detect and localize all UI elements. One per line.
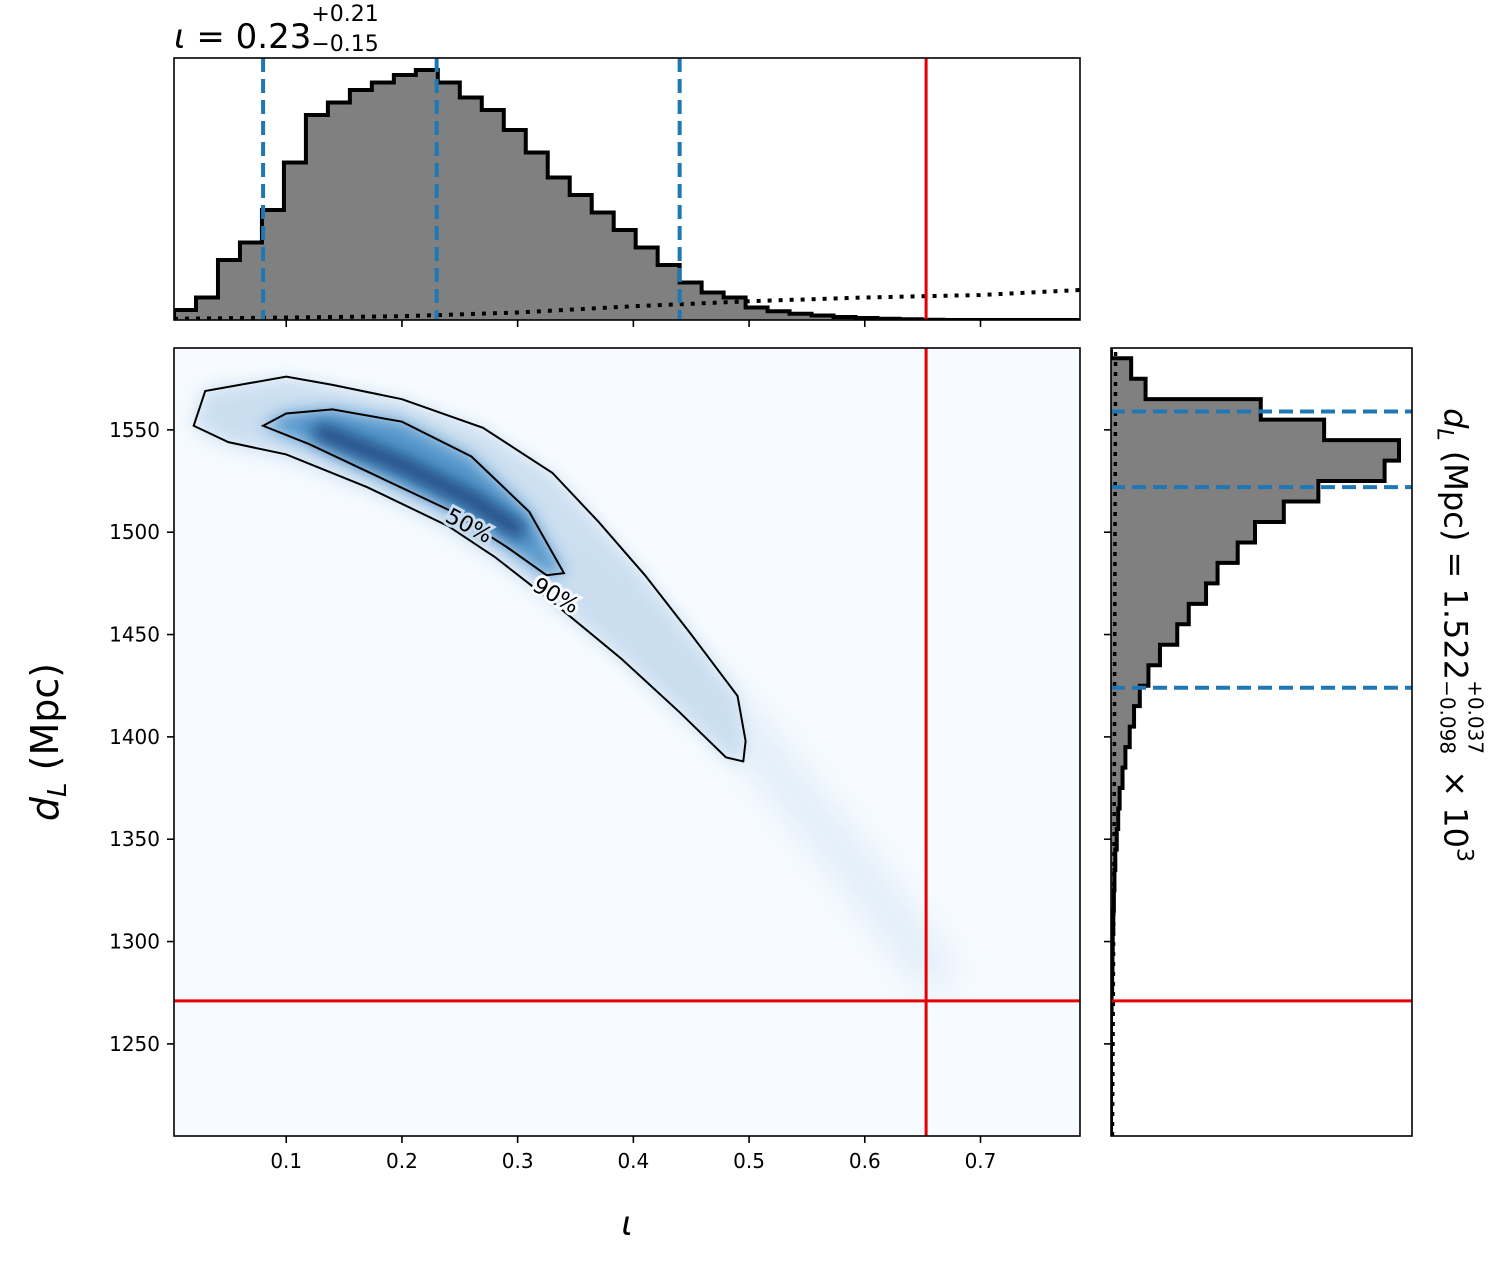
x-tick-label-3: 0.4 <box>617 1149 649 1173</box>
right-marginal-panel <box>1104 347 1413 1137</box>
y-tick-label-6: 1550 <box>109 418 160 442</box>
right-title-subscript: L <box>1431 428 1457 441</box>
density-fill-90 <box>193 376 746 762</box>
title-symbol: ι <box>174 17 186 57</box>
right-title-value: 1.522 <box>1436 588 1475 681</box>
right-title-symbol: d <box>1436 408 1475 429</box>
title-lower-error: −0.15 <box>311 32 379 57</box>
right-title-equals: = <box>1436 551 1475 579</box>
top-histogram-fill <box>174 70 1080 320</box>
contour-90 <box>192 375 747 763</box>
top-marginal-panel <box>173 57 1081 327</box>
y-tick-label-4: 1450 <box>109 623 160 647</box>
right-title-unit: (Mpc) <box>1436 450 1475 542</box>
x-tick-label-6: 0.7 <box>965 1149 997 1173</box>
x-axis-label: ι <box>621 1204 633 1244</box>
right-title-lower-error: −0.098 <box>1435 680 1460 755</box>
right-title-times: × 10 <box>1436 770 1475 848</box>
right-panel-ticks <box>1104 429 1111 1045</box>
top-histogram-step <box>174 68 1080 320</box>
joint-panel-content: 50%90% <box>174 348 1080 1136</box>
y-axis-unit: (Mpc) <box>23 662 67 771</box>
density-core <box>312 423 526 539</box>
x-tick-label-4: 0.5 <box>733 1149 765 1173</box>
y-axis-label: dL (Mpc) <box>23 662 73 822</box>
joint-panel-background <box>174 348 1080 1136</box>
right-histogram-step <box>1111 348 1401 1136</box>
joint-panel-frame <box>173 347 1081 1137</box>
right-panel-content <box>1111 348 1412 1136</box>
right-title-exponent: 3 <box>1451 847 1477 862</box>
contour-50 <box>260 408 566 577</box>
title-value: 0.23 <box>235 17 312 57</box>
y-tick-label-5: 1500 <box>109 520 160 544</box>
y-tick-label-0: 1250 <box>109 1032 160 1056</box>
right-panel-frame <box>1110 347 1413 1137</box>
x-tick-label-1: 0.2 <box>386 1149 418 1173</box>
x-tick-label-0: 0.1 <box>270 1149 302 1173</box>
right-histogram-fill <box>1111 348 1399 1136</box>
top-panel-ticks <box>285 320 982 327</box>
right-title-upper-error: +0.037 <box>1463 680 1488 755</box>
right-marginal-title: dL (Mpc) = 1.522 +0.037 −0.098 × 103 <box>1432 408 1488 862</box>
y-axis-subscript: L <box>43 782 73 797</box>
title-equals: = <box>196 17 225 57</box>
title-upper-error: +0.21 <box>311 2 379 27</box>
top-panel-content <box>174 58 1080 320</box>
top-marginal-title: ι = 0.23 +0.21 −0.15 <box>174 4 401 57</box>
joint-panel: 50%90% 0.1 0.2 0.3 0.4 0.5 0.6 0.7 1250 1300 1350… <box>109 347 1081 1244</box>
y-tick-label-3: 1400 <box>109 725 160 749</box>
y-axis-symbol: d <box>23 796 67 822</box>
y-tick-label-1: 1300 <box>109 930 160 954</box>
x-tick-label-5: 0.6 <box>849 1149 881 1173</box>
top-panel-frame <box>173 57 1081 321</box>
x-tick-label-2: 0.3 <box>502 1149 534 1173</box>
y-tick-label-2: 1350 <box>109 827 160 851</box>
joint-panel-ticks: 0.1 0.2 0.3 0.4 0.5 0.6 0.7 1250 1300 1350 1400 145… <box>109 418 996 1173</box>
